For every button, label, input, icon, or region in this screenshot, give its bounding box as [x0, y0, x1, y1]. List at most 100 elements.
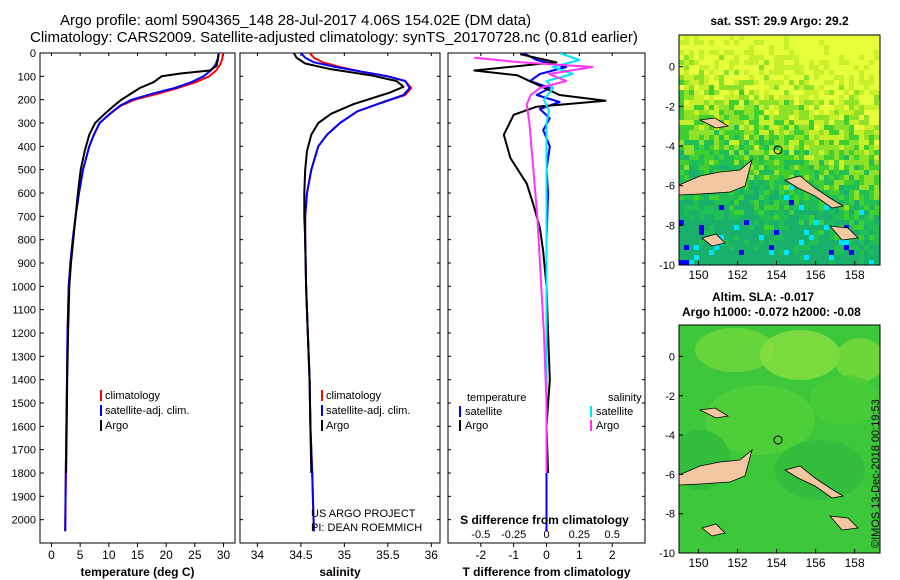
map-cell — [844, 260, 849, 265]
map-cell — [679, 160, 684, 165]
map-cell — [814, 180, 819, 185]
map-cell — [789, 260, 794, 265]
map-cell — [774, 250, 779, 255]
map-cell — [874, 160, 879, 165]
map-cell — [679, 225, 684, 230]
map-cell — [769, 50, 774, 55]
map-land — [698, 407, 730, 419]
map-cell — [729, 55, 734, 60]
map-cell — [799, 120, 804, 125]
map-cell — [769, 155, 774, 160]
map-cell — [864, 60, 869, 65]
map-cell — [714, 60, 719, 65]
map-cell — [874, 75, 879, 80]
map-cell — [749, 140, 754, 145]
map-cell — [774, 140, 779, 145]
map-cell — [684, 235, 689, 240]
map-cell — [844, 175, 849, 180]
map-cell — [699, 155, 704, 160]
map-cell — [769, 40, 774, 45]
map-cell — [724, 60, 729, 65]
map-cell — [714, 195, 719, 200]
map-cell — [839, 245, 844, 250]
map-cell — [739, 105, 744, 110]
map-cell — [754, 215, 759, 220]
map-cell — [794, 200, 799, 205]
map-cell — [829, 210, 834, 215]
map-cell — [699, 255, 704, 260]
map-cell — [869, 70, 874, 75]
map-cell — [684, 45, 689, 50]
map-cell — [859, 230, 864, 235]
map-cell — [794, 190, 799, 195]
map-cell — [734, 260, 739, 265]
legend-label: climatology — [105, 390, 161, 402]
map-cell — [764, 40, 769, 45]
map-cell — [839, 145, 844, 150]
map-cell — [859, 120, 864, 125]
y-tick-label-temperature: 1700 — [12, 445, 36, 457]
map-cell — [839, 135, 844, 140]
map-cell — [829, 165, 834, 170]
map-cell — [734, 85, 739, 90]
map-cell — [764, 190, 769, 195]
map-y-tick-label: -4 — [665, 430, 675, 442]
map-cell — [779, 205, 784, 210]
map-cell — [849, 260, 854, 265]
map-cell — [864, 75, 869, 80]
map-cell — [734, 110, 739, 115]
map-cell — [874, 70, 879, 75]
map-cell — [764, 205, 769, 210]
map-cell — [779, 95, 784, 100]
map-cell — [729, 70, 734, 75]
map-cell — [744, 230, 749, 235]
map-cell — [779, 240, 784, 245]
map-cell — [854, 140, 859, 145]
map-cell — [824, 135, 829, 140]
map-cell — [719, 245, 724, 250]
map-cell — [804, 125, 809, 130]
map-cell — [719, 260, 724, 265]
map-cell — [739, 95, 744, 100]
map-cell — [759, 55, 764, 60]
map-cell — [704, 115, 709, 120]
series-line-argo — [65, 54, 220, 474]
map-cell — [739, 125, 744, 130]
map-cell — [779, 200, 784, 205]
map-cell — [719, 110, 724, 115]
map-cell — [694, 220, 699, 225]
map-cell — [709, 170, 714, 175]
map-cell — [784, 140, 789, 145]
x-tick-label-temperature: 5 — [77, 548, 84, 562]
map-cell — [799, 210, 804, 215]
map-cell — [754, 150, 759, 155]
map-cell — [764, 180, 769, 185]
map-cell — [784, 260, 789, 265]
map-cell — [829, 260, 834, 265]
map-cell — [689, 50, 694, 55]
map-cell — [759, 105, 764, 110]
map-cell — [804, 250, 809, 255]
map-land — [698, 117, 730, 129]
map-cell — [709, 250, 714, 255]
map-cell — [829, 50, 834, 55]
map-cell — [839, 140, 844, 145]
map-cell — [874, 155, 879, 160]
map-cell — [769, 115, 774, 120]
map-cell — [689, 155, 694, 160]
map-cell — [694, 170, 699, 175]
map-cell — [754, 190, 759, 195]
map-cell — [759, 70, 764, 75]
map-cell — [679, 210, 684, 215]
map-cell — [814, 95, 819, 100]
map-cell — [849, 40, 854, 45]
map-cell — [764, 260, 769, 265]
map-cell — [689, 170, 694, 175]
map-cell — [869, 50, 874, 55]
map-cell — [709, 160, 714, 165]
map-cell — [789, 210, 794, 215]
map-cell — [814, 65, 819, 70]
y-tick-label-temperature: 1000 — [12, 281, 36, 293]
map-cell — [739, 40, 744, 45]
map-cell — [684, 75, 689, 80]
